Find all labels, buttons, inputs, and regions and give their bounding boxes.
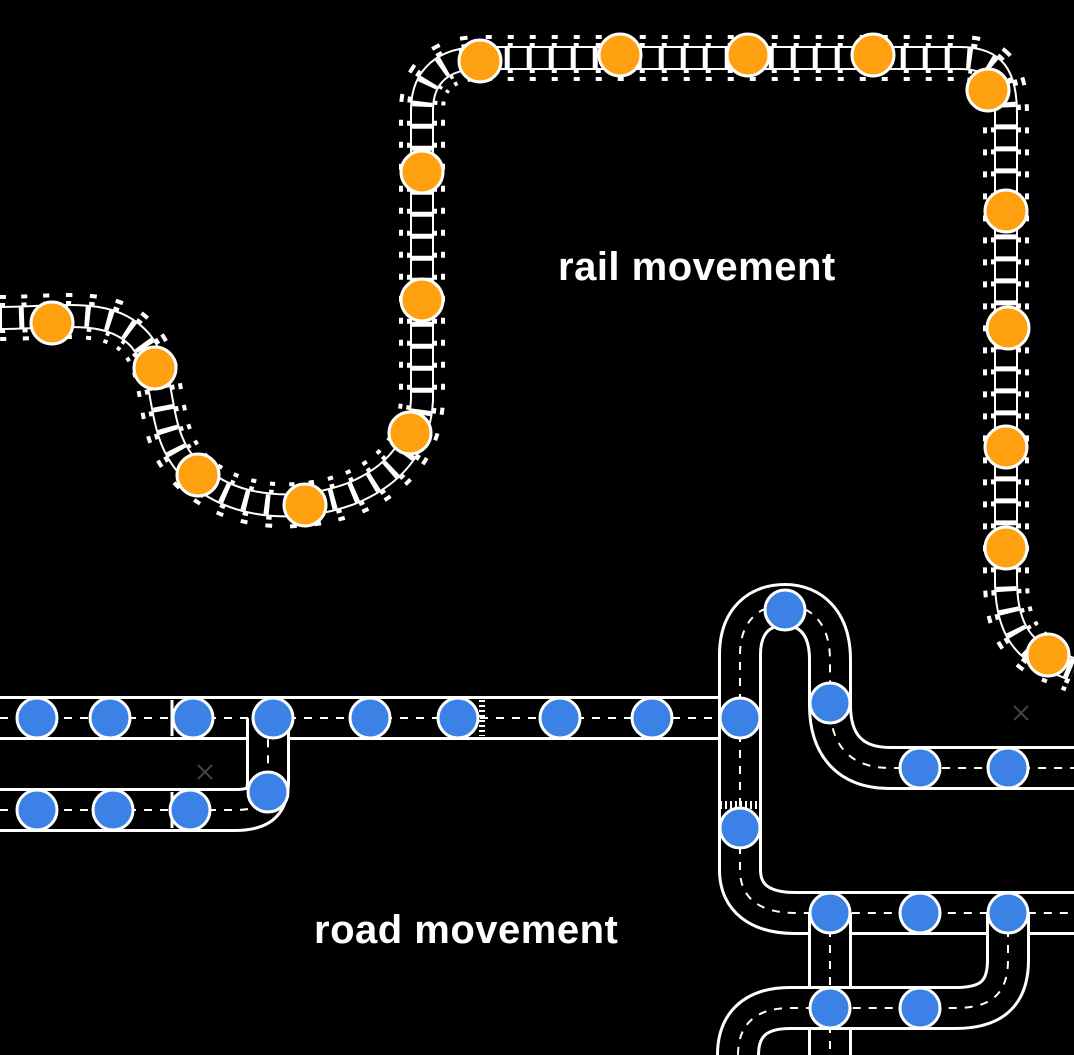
road-node [90, 698, 130, 738]
road-node [720, 808, 760, 848]
rail-node [727, 34, 769, 76]
rail-node [967, 69, 1009, 111]
road-node [253, 698, 293, 738]
road-nodes [17, 590, 1028, 1028]
road-node [350, 698, 390, 738]
road-node [632, 698, 672, 738]
rail-node [284, 484, 326, 526]
rail-node [401, 279, 443, 321]
road-node [765, 590, 805, 630]
rail-node [985, 190, 1027, 232]
rail-node [389, 412, 431, 454]
rail-node [599, 34, 641, 76]
rail-movement-label: rail movement [558, 245, 836, 290]
road-movement-label: road movement [314, 908, 618, 953]
road-node [900, 988, 940, 1028]
rail-node [459, 40, 501, 82]
rail-node [31, 302, 73, 344]
rail-node [134, 347, 176, 389]
rail-node [985, 426, 1027, 468]
road-node [17, 790, 57, 830]
rail-node [987, 307, 1029, 349]
road-node [810, 893, 850, 933]
rail-nodes [31, 34, 1069, 676]
road-network [0, 605, 1074, 1055]
road-node [900, 893, 940, 933]
rail-node [177, 454, 219, 496]
road-node [93, 790, 133, 830]
rail-node [1027, 634, 1069, 676]
road-node [438, 698, 478, 738]
rail-node [852, 34, 894, 76]
road-node [248, 772, 288, 812]
road-node [810, 988, 850, 1028]
road-node [170, 790, 210, 830]
road-node [900, 748, 940, 788]
road-node [17, 698, 57, 738]
road-node [988, 748, 1028, 788]
x-mark-icon [198, 765, 212, 779]
road-node [540, 698, 580, 738]
road-node [173, 698, 213, 738]
x-mark-icon [1014, 706, 1028, 720]
road-node [988, 893, 1028, 933]
rail-node [985, 527, 1027, 569]
rail-node [401, 151, 443, 193]
road-node [810, 683, 850, 723]
road-node [720, 698, 760, 738]
